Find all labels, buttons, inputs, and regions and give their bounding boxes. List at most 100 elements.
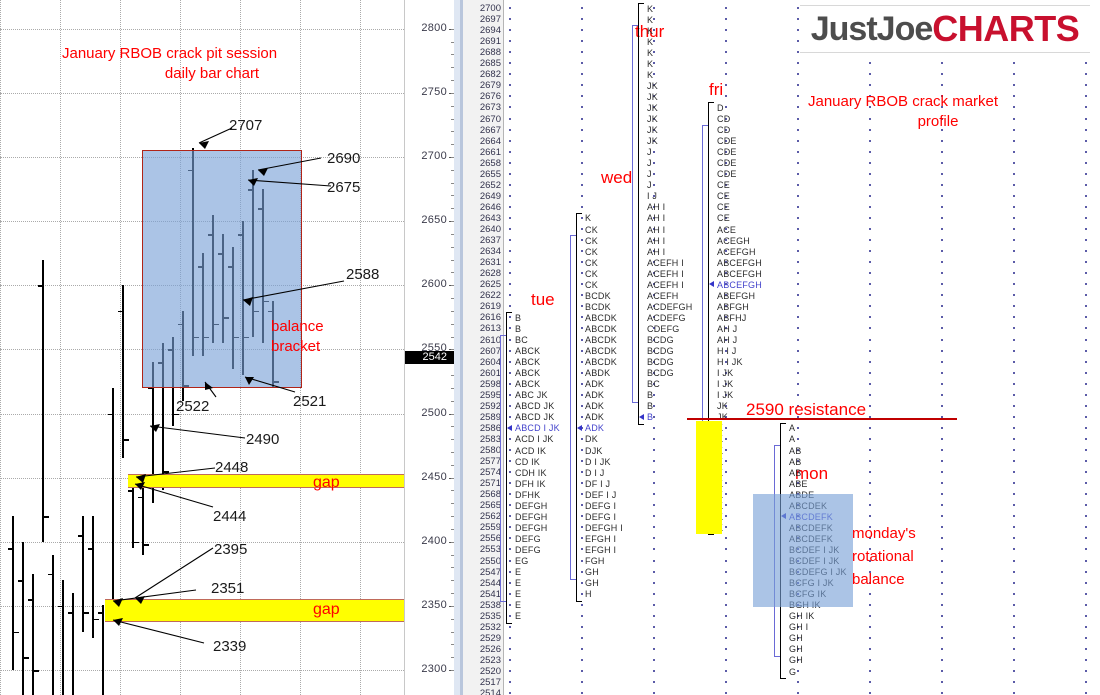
profile-grid-dot <box>797 437 799 440</box>
profile-grid-dot <box>941 449 943 451</box>
profile-price-label: 2550 <box>479 555 501 567</box>
balance-bracket-label-line1: balance <box>271 318 324 335</box>
right-chart-title-line2: profile <box>917 113 959 130</box>
profile-price-label: 2577 <box>479 456 501 468</box>
left-chart-title-line1: January RBOB crack pit session <box>62 45 278 62</box>
profile-grid-dot <box>653 404 655 407</box>
ohlc-bar <box>62 580 64 695</box>
axis-minor-tick <box>451 503 455 505</box>
tpo-row: ABFGH <box>717 301 750 312</box>
profile-grid-dot <box>1013 349 1015 352</box>
profile-grid-dot <box>725 493 727 496</box>
profile-grid-dot <box>1013 294 1015 297</box>
right-chart-title: January RBOB crack market profile <box>808 92 1068 132</box>
profile-grid-dot <box>725 327 727 330</box>
profile-grid-dot <box>869 73 871 76</box>
profile-grid-dot <box>581 349 583 352</box>
profile-price-label: 2520 <box>479 666 501 677</box>
profile-grid-dot <box>653 559 655 562</box>
profile-grid-dot <box>869 150 871 153</box>
profile-price-label: 2616 <box>479 312 501 324</box>
tpo-row: DEFGH <box>515 522 548 533</box>
profile-grid-dot <box>941 493 943 496</box>
profile-grid-dot <box>725 636 727 639</box>
ohlc-open-tick <box>7 548 13 550</box>
profile-grid-dot <box>509 250 511 253</box>
profile-grid-dot <box>797 194 799 197</box>
profile-grid-dot <box>581 581 583 584</box>
profile-grid-dot <box>509 29 511 32</box>
ohlc-close-tick <box>23 657 29 659</box>
monday-balance-line3: balance <box>852 571 905 588</box>
profile-grid-dot <box>581 7 583 9</box>
profile-grid-dot <box>941 272 943 275</box>
profile-grid-dot <box>1085 537 1087 540</box>
profile-grid-dot <box>581 216 583 219</box>
tpo-row: AH I <box>647 202 666 213</box>
profile-grid-dot <box>509 349 511 352</box>
profile-grid-dot <box>581 95 583 98</box>
profile-grid-dot <box>653 548 655 551</box>
tpo-row: JK <box>647 136 658 147</box>
profile-grid-dot <box>941 592 943 595</box>
profile-grid-dot <box>653 449 655 451</box>
profile-grid-dot <box>509 228 511 230</box>
profile-price-label: 2565 <box>479 500 501 512</box>
profile-grid-dot <box>1013 205 1015 208</box>
profile-grid-dot <box>653 493 655 496</box>
axis-minor-tick <box>451 541 455 543</box>
profile-grid-dot <box>1085 449 1087 451</box>
profile-grid-dot <box>653 139 655 142</box>
profile-price-label: 2631 <box>479 257 501 269</box>
profile-grid-dot <box>653 51 655 54</box>
profile-grid-dot <box>869 504 871 507</box>
price-callout-label: 2395 <box>214 541 248 558</box>
profile-grid-dot <box>725 338 727 341</box>
profile-grid-dot <box>581 504 583 507</box>
axis-minor-tick <box>451 246 455 248</box>
profile-grid-dot <box>581 305 583 308</box>
profile-grid-dot <box>941 194 943 197</box>
tpo-row: J <box>647 180 652 191</box>
profile-price-label: 2667 <box>479 124 501 136</box>
tpo-row: I JK <box>717 390 734 401</box>
tpo-row: ACEFGH <box>717 246 756 257</box>
profile-grid-dot <box>1085 194 1087 197</box>
profile-grid-dot <box>725 415 727 418</box>
profile-grid-dot <box>1085 426 1087 429</box>
profile-grid-dot <box>797 647 799 650</box>
profile-grid-dot <box>725 360 727 363</box>
profile-grid-dot <box>653 482 655 485</box>
profile-grid-dot <box>941 338 943 341</box>
tpo-row: ACD IK <box>515 445 547 456</box>
profile-grid-dot <box>1013 228 1015 230</box>
profile-grid-dot <box>653 283 655 286</box>
profile-grid-dot <box>797 636 799 639</box>
profile-grid-dot <box>581 161 583 164</box>
ohlc-open-tick <box>57 605 63 608</box>
profile-price-label: 2586 <box>479 422 501 434</box>
gridline-vertical <box>360 0 361 695</box>
profile-grid-dot <box>725 106 727 109</box>
tpo-row: K <box>647 47 654 58</box>
profile-grid-dot <box>509 647 511 650</box>
profile-grid-dot <box>941 548 943 551</box>
profile-grid-dot <box>653 316 655 319</box>
profile-grid-dot <box>869 139 871 142</box>
profile-grid-dot <box>653 658 655 661</box>
profile-grid-dot <box>653 40 655 43</box>
profile-grid-dot <box>581 636 583 639</box>
profile-grid-dot <box>725 559 727 562</box>
profile-grid-dot <box>1085 382 1087 385</box>
gridline-horizontal <box>0 28 404 30</box>
tpo-row: DEFG I <box>585 511 617 522</box>
profile-grid-dot <box>1085 161 1087 164</box>
profile-grid-dot <box>725 183 727 186</box>
profile-grid-dot <box>581 84 583 87</box>
tpo-row: ABCEFGH <box>717 268 762 279</box>
tpo-row: DEFGH <box>515 511 548 522</box>
profile-grid-dot <box>1013 183 1015 186</box>
profile-price-label: 2574 <box>479 467 501 479</box>
axis-minor-tick <box>451 400 455 402</box>
tpo-row: ACEGH <box>717 235 751 246</box>
